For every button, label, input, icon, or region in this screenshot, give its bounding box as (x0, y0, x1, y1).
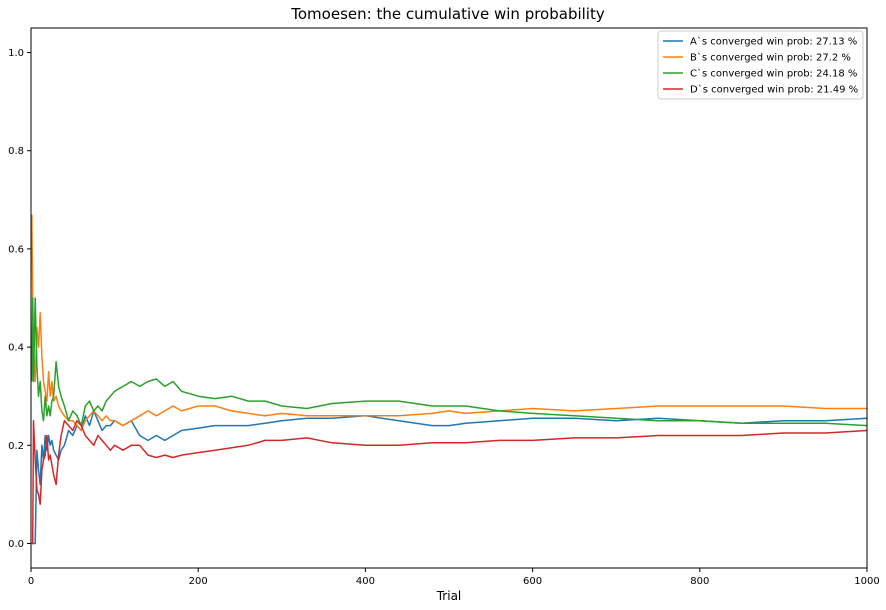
y-tick-label: 0.2 (8, 441, 24, 452)
series-line-3 (31, 419, 868, 545)
x-tick-label: 400 (356, 576, 375, 587)
y-tick-label: 0.0 (8, 539, 24, 550)
x-tick-label: 1000 (854, 576, 879, 587)
chart-title: Tomoesen: the cumulative win probability (290, 5, 605, 23)
x-tick-label: 0 (28, 576, 34, 587)
series-line-1 (31, 214, 867, 432)
y-tick-label: 1.0 (8, 48, 24, 59)
series-line-0 (31, 410, 868, 545)
legend-entry-0: A`s converged win prob: 27.13 % (690, 36, 857, 48)
y-tick-label: 0.4 (8, 343, 24, 354)
plot-frame (30, 27, 868, 569)
y-tick-label: 0.6 (8, 244, 24, 255)
y-tick-label: 0.8 (8, 146, 24, 157)
series-line-2 (31, 297, 868, 427)
legend-entry-2: C`s converged win prob: 24.18 % (690, 68, 857, 80)
y-axis-ticks: 0.0 0.2 0.4 0.6 0.8 1.0 (8, 48, 31, 550)
plot-lines (31, 214, 868, 545)
x-tick-label: 800 (690, 576, 709, 587)
legend-entry-1: B`s converged win prob: 27.2 % (690, 52, 851, 64)
x-axis-ticks: 0 200 400 600 800 1000 (28, 568, 880, 587)
x-tick-label: 200 (189, 576, 208, 587)
legend-entry-3: D`s converged win prob: 21.49 % (690, 84, 858, 96)
legend: A`s converged win prob: 27.13 % B`s conve… (657, 30, 864, 100)
x-axis-label: Trial (436, 589, 462, 603)
x-tick-label: 600 (523, 576, 542, 587)
legend-box (657, 30, 864, 100)
